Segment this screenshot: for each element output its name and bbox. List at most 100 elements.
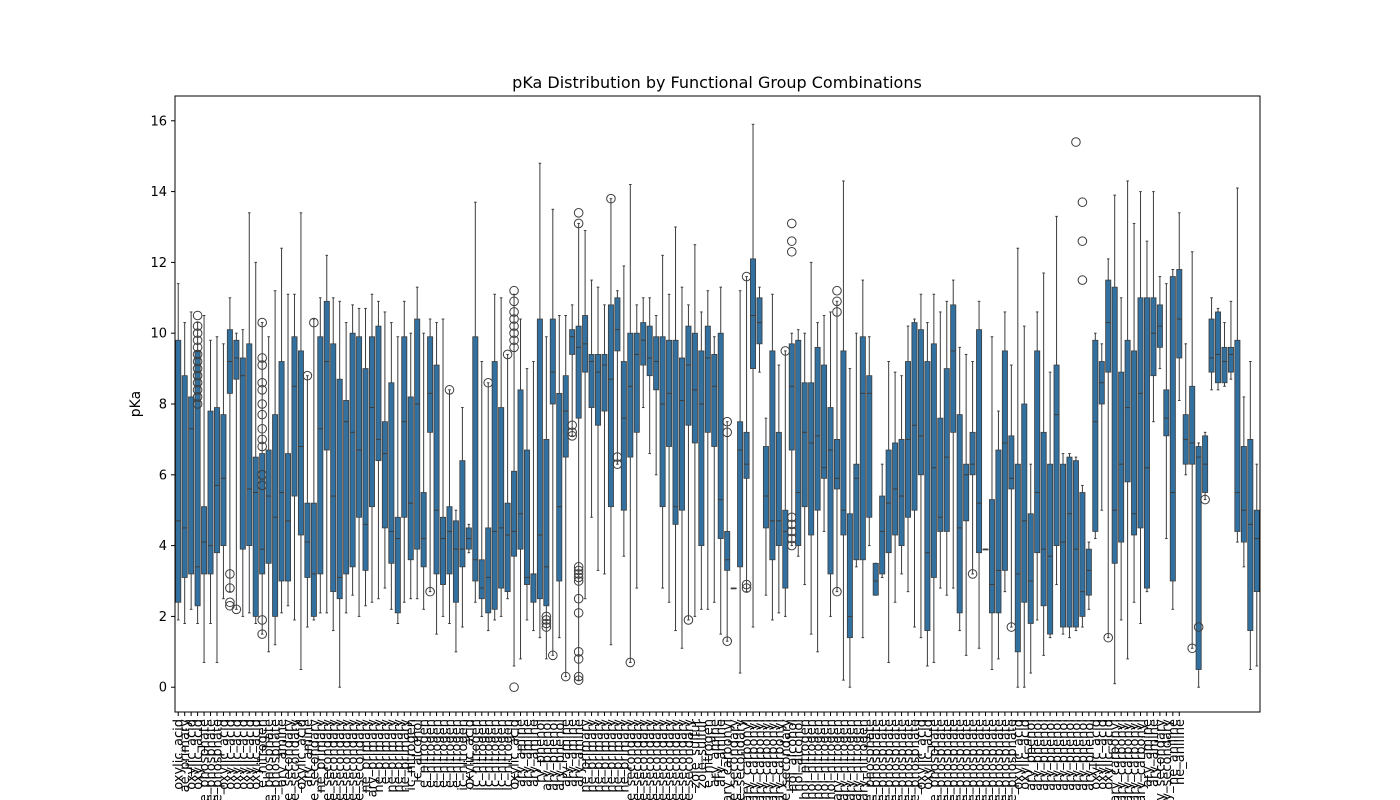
x-tick-label: oxylic_acid [185, 719, 200, 790]
box-16 [272, 290, 279, 646]
box-iqr [859, 336, 866, 561]
box-88 [737, 290, 744, 674]
box-iqr [930, 343, 937, 578]
box-101 [821, 314, 828, 532]
box-15 [265, 336, 272, 653]
y-tick-label: 4 [159, 539, 167, 554]
outlier-point [302, 370, 313, 381]
box-iqr [194, 350, 201, 607]
box-22 [309, 317, 319, 621]
outlier-point [832, 285, 842, 296]
box-iqr [1092, 339, 1099, 532]
box-156 [1176, 212, 1183, 401]
box-73 [640, 297, 647, 409]
box-iqr [808, 382, 815, 536]
x-tick-label: ary_nitrogen [837, 719, 852, 800]
box-120 [943, 300, 950, 596]
x-tick-label: ary_nitrogen [843, 719, 858, 800]
box-144 [1098, 343, 1105, 511]
box-19 [291, 293, 298, 621]
y-tick-label: 14 [150, 185, 167, 200]
box-93 [769, 293, 776, 621]
box-iqr [672, 339, 679, 525]
box-iqr [511, 470, 518, 557]
box-99 [808, 261, 815, 635]
box-37 [407, 332, 414, 600]
box-iqr [175, 339, 182, 603]
x-tick-label: ne_secondary [669, 719, 684, 800]
box-iqr [330, 343, 337, 593]
box-iqr [569, 329, 576, 355]
outlier-point [192, 310, 203, 321]
box-146 [1111, 194, 1118, 685]
box-42 [440, 318, 447, 617]
box-74 [646, 297, 653, 455]
box-iqr [782, 509, 789, 589]
box-28 [349, 304, 356, 596]
x-tick-label: e_nitrogen [443, 719, 458, 788]
x-tick-label: e_phosphate [198, 719, 213, 800]
box-iqr [278, 361, 285, 582]
box-iqr [304, 502, 311, 578]
x-tick-label: e_secondary [727, 719, 742, 800]
outlier-point [444, 385, 455, 395]
box-35 [394, 336, 401, 624]
box-31 [368, 293, 375, 603]
box-iqr [556, 392, 563, 582]
box-14 [257, 317, 267, 639]
box-iqr [1008, 435, 1015, 490]
box-iqr [1027, 513, 1034, 624]
outlier-point [967, 569, 978, 579]
outlier-point [192, 363, 203, 374]
x-tick-label: ne_secondary [630, 719, 645, 800]
outlier-point [573, 218, 584, 229]
x-tick-label: hol_alcohol [785, 719, 800, 792]
box-iqr [285, 453, 292, 582]
box-iqr [750, 258, 757, 369]
box-iqr [595, 354, 602, 426]
x-tick-label: ne_primary [398, 719, 413, 793]
box-iqr [498, 407, 505, 589]
x-tick-label: ary_phenol [1082, 719, 1097, 791]
x-tick-label: ic_nitrogen [501, 719, 516, 791]
box-iqr [937, 417, 944, 532]
box-109 [872, 562, 879, 596]
box-iqr [640, 322, 647, 366]
box-168 [1253, 463, 1260, 667]
box-iqr [653, 336, 660, 391]
box-155 [1169, 268, 1176, 610]
box-80 [683, 304, 694, 625]
x-tick-label: ne_secondary [656, 719, 671, 800]
y-tick-label: 6 [159, 468, 167, 483]
x-tick-label: ary_carbonyl [747, 719, 762, 800]
box-90 [750, 123, 757, 628]
box-131 [1014, 247, 1021, 688]
box-iqr [349, 332, 356, 568]
x-tick-label: ne_primary [592, 719, 607, 793]
box-iqr [1066, 456, 1073, 628]
box-100 [814, 322, 821, 653]
x-tick-label: ary_carbonyl [740, 719, 755, 800]
box-iqr [452, 520, 459, 603]
x-tick-label: e_phosphate [1005, 719, 1020, 800]
x-tick-label: ne_aniline [1173, 719, 1188, 785]
outlier-point [741, 579, 752, 590]
outlier-point [225, 597, 235, 608]
outlier-point [192, 335, 203, 346]
box-59 [548, 208, 558, 661]
x-tick-label: ary_amine [301, 719, 316, 787]
box-iqr [246, 343, 253, 547]
box-89 [741, 271, 752, 593]
outlier-point [573, 608, 584, 618]
box-4 [192, 310, 203, 624]
x-tick-label: hol_nitrogen [805, 719, 820, 800]
box-iqr [213, 407, 220, 554]
box-76 [659, 254, 666, 589]
x-tick-label: oxylic_acid [191, 719, 206, 790]
box-33 [381, 311, 388, 589]
x-tick-label: e_secondary [779, 719, 794, 800]
box-105 [846, 368, 853, 688]
outlier-point [257, 399, 267, 409]
box-152 [1150, 191, 1157, 423]
outlier-point [192, 349, 203, 360]
